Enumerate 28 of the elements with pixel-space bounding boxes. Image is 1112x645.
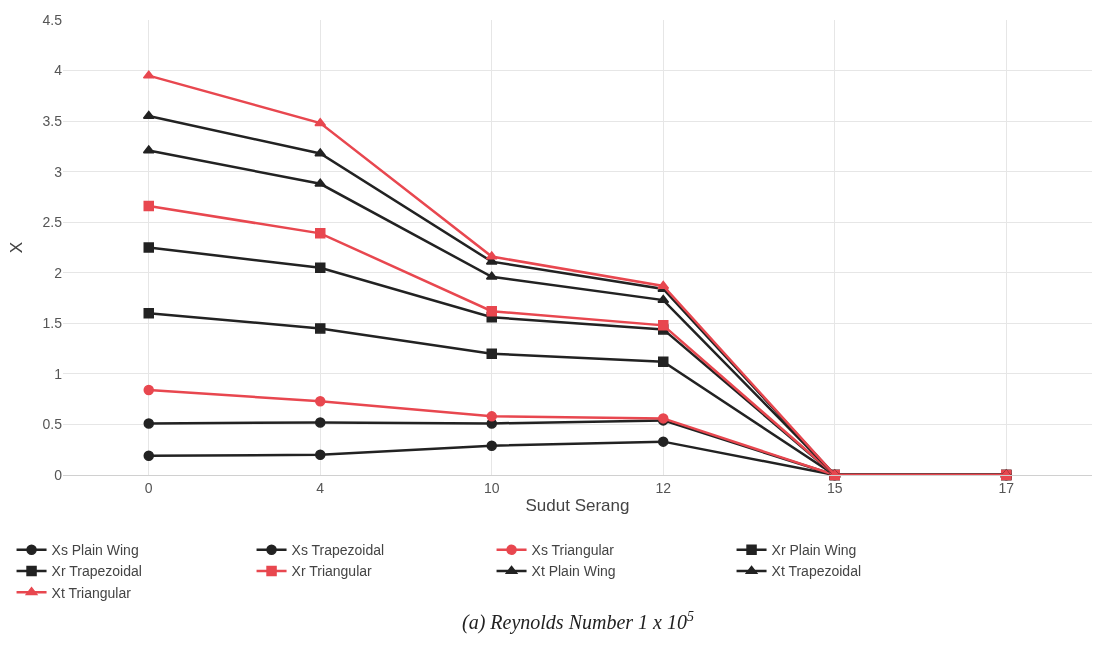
legend-label: Xt Triangular: [51, 584, 132, 601]
y-axis-title: X: [7, 241, 27, 254]
y-tick-label: 3.5: [42, 113, 63, 130]
x-tick-label: 12: [655, 479, 672, 496]
y-tick-label: 2.5: [42, 214, 63, 231]
legend-label: Xt Trapezoidal: [771, 563, 862, 580]
legend-label: Xs Trapezoidal: [291, 542, 385, 559]
x-tick-label: 15: [826, 479, 843, 496]
y-tick-label: 1.5: [42, 315, 63, 332]
legend-label: Xr Trapezoidal: [51, 563, 142, 580]
legend-label: Xr Triangular: [291, 563, 373, 580]
y-tick-label: 3: [54, 163, 63, 180]
y-tick-label: 1: [54, 365, 63, 382]
y-tick-label: 0.5: [42, 416, 63, 433]
x-tick-label: 0: [144, 479, 153, 496]
y-tick-label: 2: [54, 264, 63, 281]
legend-label: Xs Plain Wing: [51, 542, 139, 559]
y-tick-label: 0: [54, 466, 63, 483]
x-tick-label: 10: [483, 479, 500, 496]
legend-label: Xr Plain Wing: [771, 542, 857, 559]
text: (a) Reynolds Number 1 x 10$^{5}$: [462, 609, 694, 635]
legend-label: Xs Triangular: [531, 542, 615, 559]
y-tick-label: 4.5: [42, 11, 63, 28]
x-tick-label: 4: [316, 479, 325, 496]
x-tick-label: 17: [998, 479, 1015, 496]
y-tick-label: 4: [54, 62, 63, 79]
x-axis-title: Sudut Serang: [525, 496, 630, 516]
legend-label: Xt Plain Wing: [531, 563, 616, 580]
